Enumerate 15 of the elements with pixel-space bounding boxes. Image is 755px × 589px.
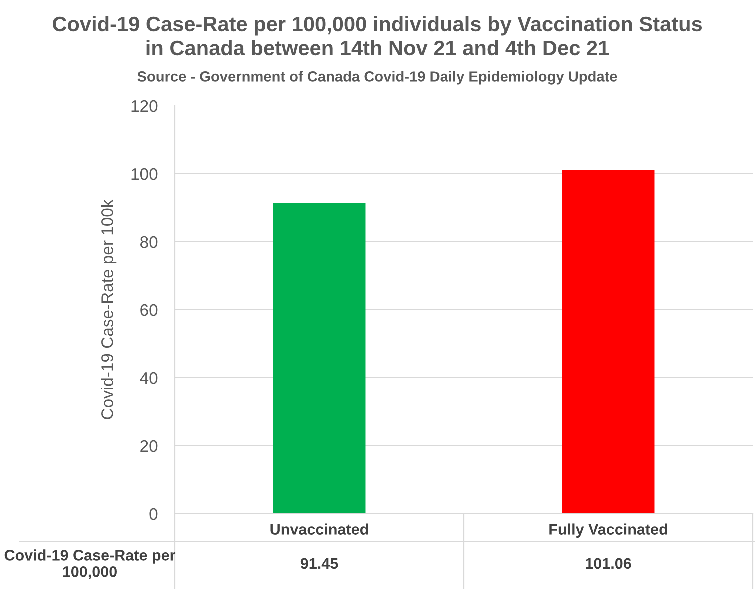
y-tick-label: 120 [132,100,158,112]
text: Covid-19 Case-Rate per 100,000 [4,550,176,580]
y-tick-label: 40 [140,372,158,384]
y-tick-label: 100 [132,168,158,180]
x-tick-label: Fully Vaccinated [550,524,668,538]
chart-title: Covid-19 Case-Rate per 100,000 individuals by Vaccination Status in Canada between 14th Nov 21 and 4th Dec 21 [53,16,702,56]
y-tick-label: 80 [140,236,158,248]
y-tick-label: 0 [150,508,158,520]
y-axis-title: Covid-19 Case-Rate per 100k [101,200,117,420]
data-label: 91.45 [300,558,338,570]
data-label: 101.06 [586,558,632,570]
y-tick-label: 20 [140,440,158,452]
y-tick-label: 60 [140,304,158,316]
x-tick-label: Unvaccinated [270,524,368,535]
chart-subtitle: Source - Government of Canada Covid-19 Daily Epidemiology Update [138,71,618,85]
